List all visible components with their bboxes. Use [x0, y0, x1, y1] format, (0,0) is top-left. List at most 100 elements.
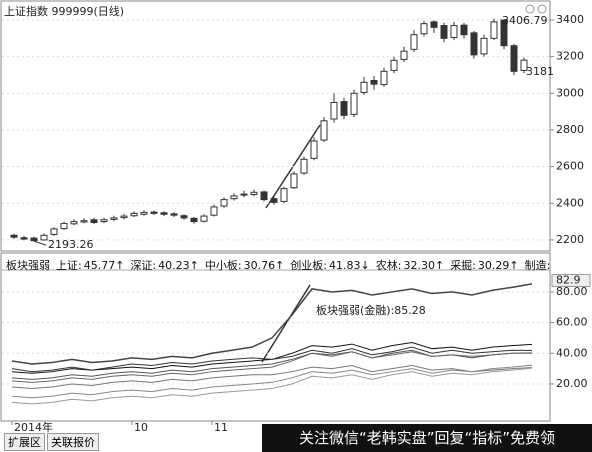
- candle-body: [320, 120, 328, 141]
- x-tick-label: 2014年: [14, 420, 53, 434]
- candle-body: [310, 140, 318, 159]
- legend-value: 41.83: [329, 259, 361, 272]
- legend-value: 40.23: [158, 259, 190, 272]
- y-tick-label: 80.00: [556, 285, 588, 298]
- candle-body: [40, 234, 48, 241]
- candle-body: [220, 199, 228, 207]
- candle-body: [440, 25, 448, 39]
- candle-body: [160, 212, 168, 215]
- icon[interactable]: [525, 4, 535, 14]
- indicator-header: 板块强弱 上证: 45.77↑ 深证: 40.23↑ 中小板: 30.76↑ 创业板: 41.8…: [6, 257, 550, 273]
- candle-body: [380, 70, 388, 86]
- candle-body: [490, 21, 498, 39]
- legend-trend: ↑: [509, 259, 519, 272]
- price-panel: [0, 0, 551, 252]
- legend-value: 30.76: [243, 259, 276, 272]
- legend-trend: ↑: [275, 259, 285, 272]
- candle-body: [240, 193, 248, 196]
- y-tick-label: 3400: [556, 13, 584, 26]
- legend-trend: ↓: [360, 259, 370, 272]
- candle-body: [390, 59, 398, 71]
- y-tick-label: 2400: [556, 196, 584, 209]
- candle-body: [140, 211, 148, 215]
- legend-name: 深证:: [130, 259, 157, 272]
- candle-body: [200, 215, 208, 222]
- legend-entry: 采掘: 30.29↑: [450, 257, 518, 273]
- candle-body: [90, 219, 98, 224]
- indicator-line: [11, 346, 533, 373]
- y-tick-label: 2600: [556, 160, 584, 173]
- candle-body: [410, 34, 418, 50]
- legend-value: 45.77: [83, 259, 116, 272]
- y-tick-label: 60.00: [556, 316, 588, 329]
- tabs: 扩展区 关联报价: [4, 433, 99, 451]
- legend-entry: 创业板: 41.83↓: [290, 257, 369, 273]
- candle-body: [10, 234, 18, 238]
- candle-body: [130, 212, 138, 217]
- indicator-line: [11, 351, 532, 383]
- candle-body: [280, 188, 288, 202]
- candle-body: [500, 19, 508, 47]
- candle-body: [360, 81, 368, 93]
- candle-body: [30, 237, 38, 242]
- legend-entry: 农林: 32.30↑: [376, 257, 444, 273]
- chart-title: 上证指数 999999(日线): [4, 4, 124, 18]
- legend-name: 创业板:: [290, 259, 328, 272]
- marker-label: 82.9: [556, 273, 581, 286]
- legend-entry: 中小板: 30.76↑: [205, 257, 284, 273]
- tab[interactable]: 扩展区: [4, 433, 45, 451]
- candle-body: [520, 59, 528, 71]
- legend-name: 采掘:: [450, 259, 476, 272]
- candle-body: [70, 221, 78, 225]
- candle-body: [20, 237, 28, 240]
- candle-body: [370, 79, 378, 85]
- legend-name: 农林:: [375, 259, 402, 272]
- x-tick-label: 10: [134, 421, 148, 434]
- candle-body: [460, 24, 468, 36]
- candle-body: [120, 215, 128, 219]
- candle-body: [300, 158, 308, 174]
- y-tick-label: 40.00: [556, 346, 588, 359]
- legend-name: 制造:: [524, 259, 550, 272]
- legend-value: 32.30: [403, 259, 435, 272]
- candle-body: [210, 206, 218, 216]
- indicator-line: [11, 283, 533, 365]
- candle-body: [80, 220, 88, 223]
- last-label: 3181: [526, 65, 554, 78]
- legend-trend: ↑: [115, 259, 125, 272]
- candle-body: [250, 191, 258, 195]
- candle-body: [100, 219, 108, 223]
- candle-body: [340, 101, 348, 116]
- legend-trend: ↑: [434, 259, 445, 272]
- legend-name: 上证:: [56, 259, 82, 272]
- candle-body: [180, 215, 188, 219]
- trend-arrow: [261, 284, 311, 363]
- icon[interactable]: [537, 4, 547, 14]
- legend-name: 中小板:: [204, 259, 242, 272]
- indicator-panel: [0, 252, 551, 422]
- candle-body: [420, 23, 428, 35]
- candle-body: [330, 101, 338, 120]
- candle-body: [60, 222, 68, 230]
- y-tick-label: 3200: [556, 50, 584, 63]
- indicator-line: [11, 367, 533, 405]
- high-label: 3406.79: [502, 14, 548, 27]
- y-tick-label: 20.00: [556, 377, 588, 390]
- candle-body: [190, 217, 198, 223]
- legend-entry: 深证: 40.23↑: [130, 257, 198, 273]
- y-tick-label: 2200: [556, 233, 584, 246]
- y-tick-label: 2800: [556, 123, 584, 136]
- indicator-line: [11, 364, 533, 399]
- legend-entry: 制造:40: [525, 257, 550, 273]
- candle-body: [470, 32, 478, 56]
- candle-body: [290, 173, 298, 189]
- legend-entry: 上证: 45.77↑: [56, 257, 124, 273]
- candle-body: [400, 50, 408, 60]
- candle-body: [270, 198, 278, 203]
- candle-body: [230, 195, 238, 200]
- candle-body: [150, 211, 158, 214]
- pointer: [33, 240, 47, 246]
- tab[interactable]: 关联报价: [47, 433, 99, 451]
- candle-body: [260, 191, 268, 201]
